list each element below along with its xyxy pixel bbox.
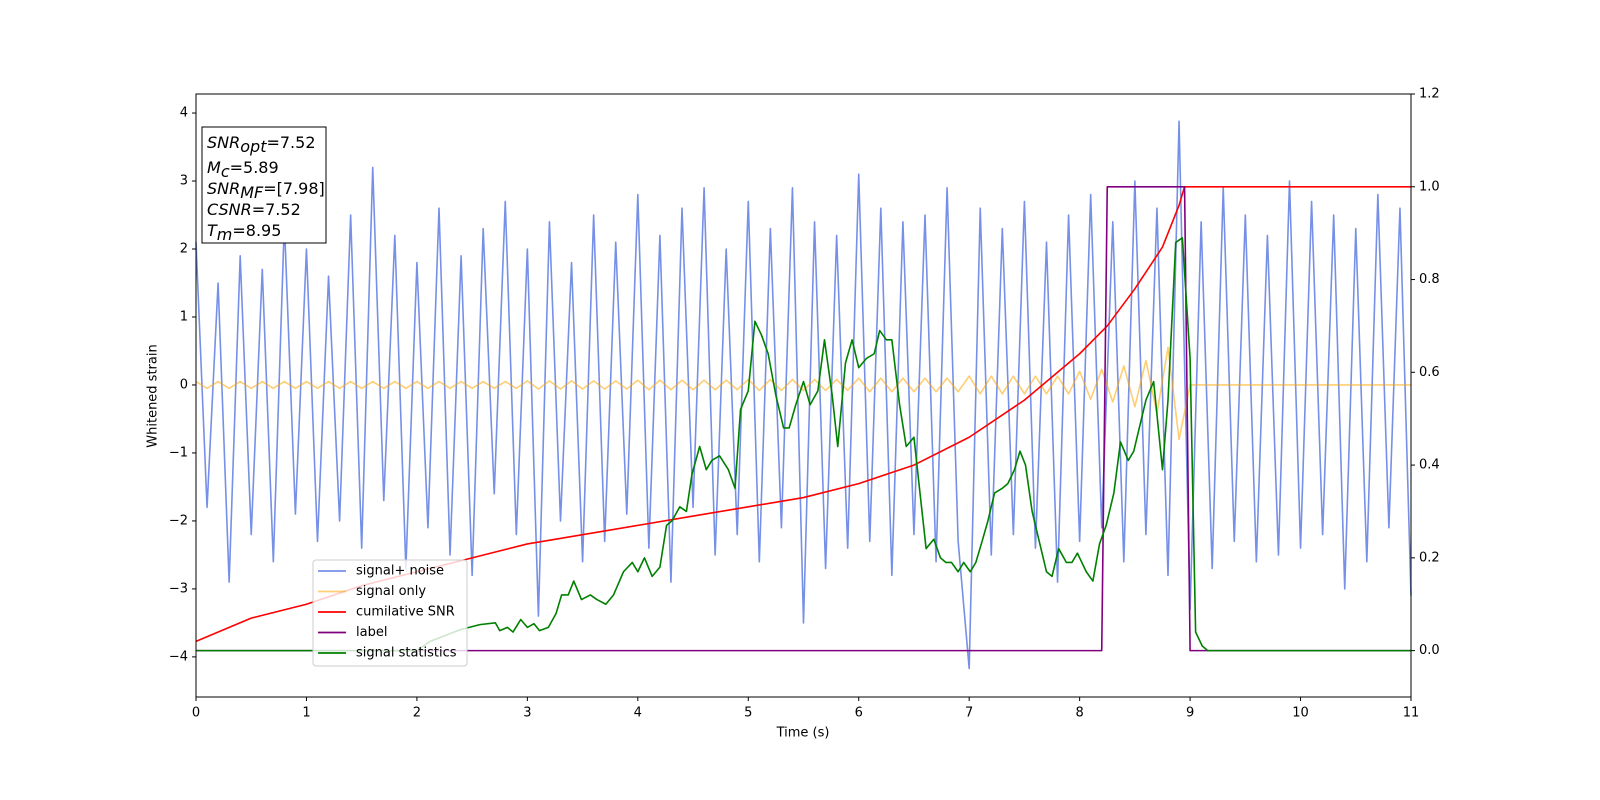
x-tick-label: 5 — [744, 706, 752, 721]
annotation-symbol: CSNR — [207, 200, 252, 219]
series-line — [195, 346, 1411, 441]
x-tick-label: 11 — [1403, 706, 1420, 721]
y-tick-label: 4 — [180, 106, 188, 121]
annotation-symbol: SNR — [207, 133, 240, 152]
y-tick-label: −2 — [169, 513, 188, 528]
annotation-line: Tm=8.95 — [207, 221, 281, 244]
y2-tick-label: 0.2 — [1419, 550, 1440, 565]
annotation-value: =7.52 — [252, 200, 301, 219]
legend-label: label — [356, 625, 387, 640]
annotation-value: =8.95 — [232, 221, 281, 240]
annotation-value: =7.52 — [266, 133, 315, 152]
legend-label: signal statistics — [356, 646, 457, 661]
y2-tick-label: 0.4 — [1419, 458, 1440, 473]
x-tick-label: 8 — [1075, 706, 1083, 721]
annotation-subscript: m — [217, 225, 233, 244]
annotation-subscript: MF — [240, 183, 264, 202]
y-axis-label: Whitened strain — [146, 344, 161, 447]
annotation-symbol: T — [207, 221, 218, 240]
y-tick-label: 0 — [180, 377, 188, 392]
annotation-symbol: SNR — [207, 179, 240, 198]
annotation-subscript: c — [221, 162, 230, 181]
y2-tick-label: 1.0 — [1419, 179, 1440, 194]
legend-label: cumilative SNR — [356, 605, 455, 620]
y-tick-label: −1 — [169, 445, 188, 460]
y-tick-label: −3 — [169, 581, 188, 596]
y-tick-label: 3 — [180, 174, 188, 189]
x-tick-label: 6 — [855, 706, 863, 721]
x-tick-label: 2 — [413, 706, 421, 721]
y2-tick-label: 0.0 — [1419, 643, 1440, 658]
x-tick-label: 9 — [1186, 706, 1194, 721]
y-tick-label: −4 — [169, 649, 188, 664]
y2-tick-label: 0.6 — [1419, 365, 1440, 380]
y2-tick-label: 0.8 — [1419, 272, 1440, 287]
x-tick-label: 0 — [192, 706, 200, 721]
y-tick-label: 1 — [180, 309, 188, 324]
annotation-symbol: M — [207, 158, 221, 177]
y2-tick-label: 1.2 — [1419, 87, 1440, 102]
annotation-box: SNRopt=7.52Mc=5.89SNRMF=[7.98]CSNR=7.52T… — [201, 126, 327, 244]
x-tick-label: 4 — [634, 706, 642, 721]
series-line — [196, 236, 1411, 652]
y-tick-label: 2 — [180, 241, 188, 256]
annotation-value: =5.89 — [230, 158, 279, 177]
annotation-line: SNRopt=7.52 — [207, 133, 316, 156]
annotation-line: SNRMF=[7.98] — [207, 179, 325, 202]
series-line — [195, 120, 1412, 670]
annotation-line: Mc=5.89 — [207, 158, 279, 181]
legend-label: signal+ noise — [356, 564, 444, 579]
x-tick-label: 3 — [523, 706, 531, 721]
legend-label: signal only — [356, 584, 426, 599]
annotation-value: =[7.98] — [263, 179, 325, 198]
legend: signal+ noise signal only cumilative SNR la… — [312, 559, 468, 667]
x-axis-label: Time (s) — [776, 726, 830, 741]
axes-frame — [195, 93, 1412, 698]
annotation-subscript: opt — [240, 137, 267, 156]
annotation-line: CSNR=7.52 — [207, 200, 301, 219]
x-tick-label: 1 — [302, 706, 310, 721]
annotation-frame — [201, 126, 327, 244]
x-tick-label: 7 — [965, 706, 973, 721]
x-tick-label: 10 — [1292, 706, 1309, 721]
legend-frame — [312, 559, 468, 667]
